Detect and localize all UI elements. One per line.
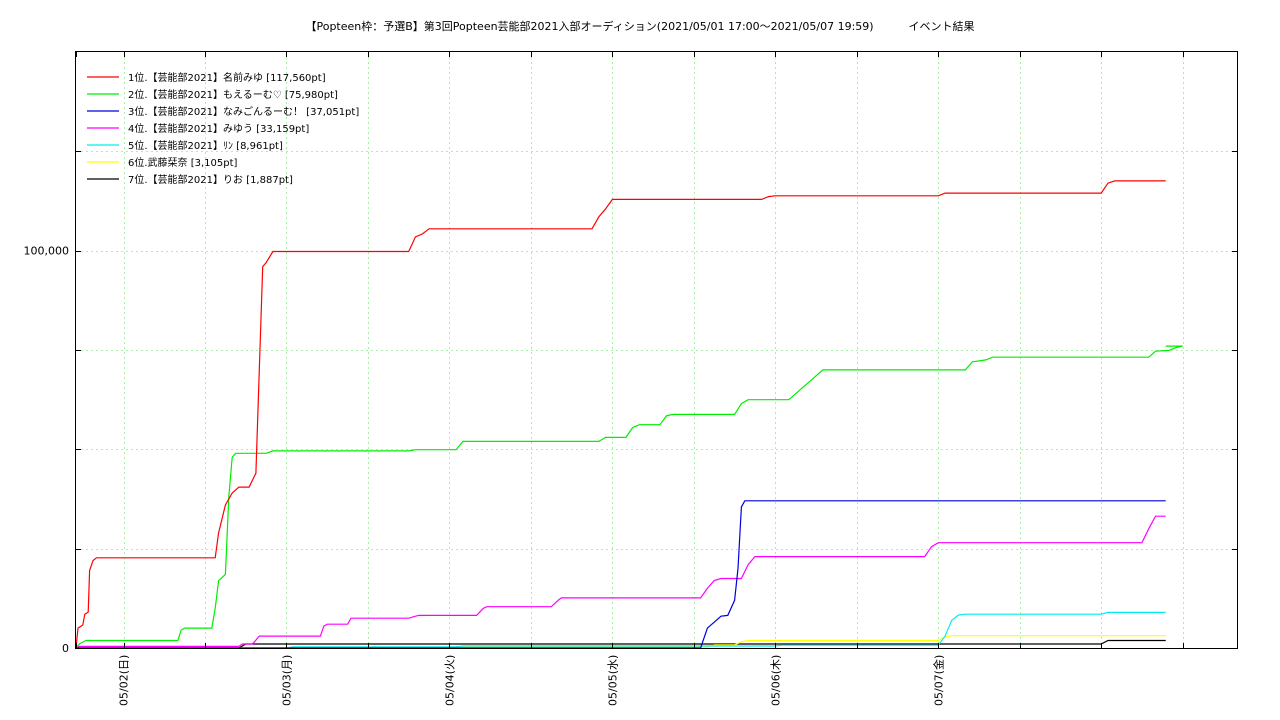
x-tick-label: 05/07(金) [931,655,945,706]
series-line [75,345,1183,649]
legend-label: 3位.【芸能部2021】なみごんるーむ！ [37,051pt] [128,105,359,118]
legend-label: 1位.【芸能部2021】名前みゆ [117,560pt] [128,71,326,84]
legend: 1位.【芸能部2021】名前みゆ [117,560pt] 2位.【芸能部2021】… [87,71,359,186]
plot-frame [75,51,1238,649]
legend-label: 2位.【芸能部2021】もえるーむ♡ [75,980pt] [128,88,338,101]
legend-label: 4位.【芸能部2021】みゆう [33,159pt] [128,122,309,135]
series-line [76,611,1166,649]
series-line [75,515,1166,649]
x-tick-label: 05/02(日) [118,655,131,706]
series-line [76,635,1166,649]
x-tick-label: 05/03(月) [280,655,293,706]
x-tick-label: 05/06(木) [769,655,782,706]
series-lines [75,180,1183,649]
legend-label: 7位.【芸能部2021】りお [1,887pt] [128,173,293,186]
grid-lines [76,52,1237,648]
y-tick-label: 100,000 [24,245,70,258]
legend-label: 6位.武藤栞奈 [3,105pt] [128,156,238,169]
y-tick-label: 0 [62,642,69,655]
x-tick-label: 05/05(水) [606,655,619,706]
series-line [76,500,1166,649]
x-tick-label: 05/04(火) [443,655,456,706]
axis-ticks: 05/02(日) 05/03(月) 05/04(火) 05/05(水) 05/06(木)… [24,52,1237,706]
chart-title: 【Popteen枠：予選B】第3回Popteen芸能部2021入部オーディション… [305,20,975,33]
legend-label: 5位.【芸能部2021】ﾘﾝ [8,961pt] [128,139,283,152]
series-line [75,180,1166,649]
